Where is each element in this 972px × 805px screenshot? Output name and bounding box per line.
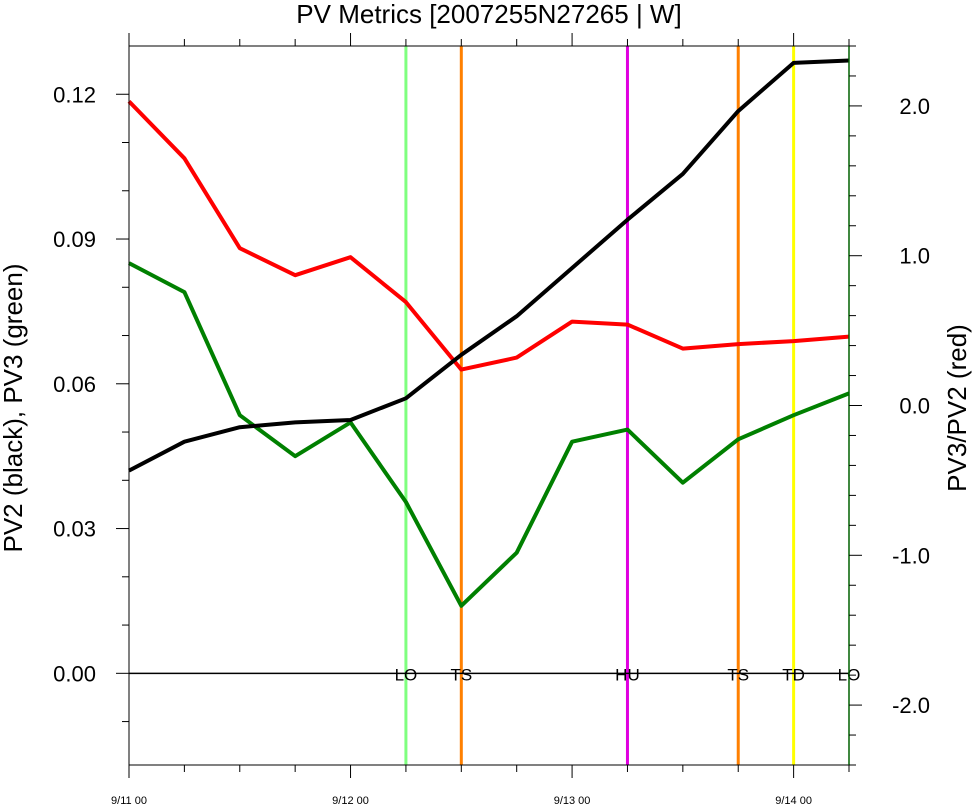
event-label-td: TD: [782, 665, 805, 684]
series-lines: [127, 58, 850, 608]
y-axis-label-left: PV2 (black), PV3 (green): [0, 263, 28, 552]
x-tick-label: 9/13 00: [554, 795, 591, 805]
axes: 9/11 00 9/12 00 9/13 00 9/14 00 0.00 0.03 0.06…: [53, 33, 930, 805]
event-label-ts: TS: [450, 665, 472, 684]
series-line-pv3-pv2: [127, 100, 850, 372]
y-right-tick-label: 0.0: [899, 394, 930, 419]
y-left-tick-label: 0.12: [53, 82, 96, 107]
series-line-pv3: [128, 261, 850, 608]
x-tick-label: 9/11 00: [111, 795, 147, 805]
event-label-ts: TS: [727, 665, 749, 684]
y-right-tick-label: 1.0: [899, 244, 930, 269]
event-label-lo: LO: [395, 665, 418, 684]
y-left-tick-label: 0.00: [53, 661, 96, 686]
event-label-hu: HU: [615, 665, 640, 684]
x-tick-label: 9/12 00: [332, 795, 369, 805]
x-tick-label: 9/14 00: [775, 795, 812, 805]
y-left-tick-label: 0.06: [53, 372, 96, 397]
chart-title: PV Metrics [2007255N27265 | W]: [296, 0, 681, 29]
y-right-tick-label: -2.0: [892, 693, 930, 718]
y-right-tick-label: 2.0: [899, 94, 930, 119]
event-labels: LOTSHUTSTDLO: [395, 665, 861, 684]
y-left-tick-label: 0.09: [53, 227, 96, 252]
series-line-pv2: [128, 58, 850, 473]
y-left-tick-label: 0.03: [53, 517, 96, 542]
y-axis-label-right: PV3/PV2 (red): [942, 324, 972, 492]
event-lines: [404, 46, 796, 765]
y-right-tick-label: -1.0: [892, 543, 930, 568]
